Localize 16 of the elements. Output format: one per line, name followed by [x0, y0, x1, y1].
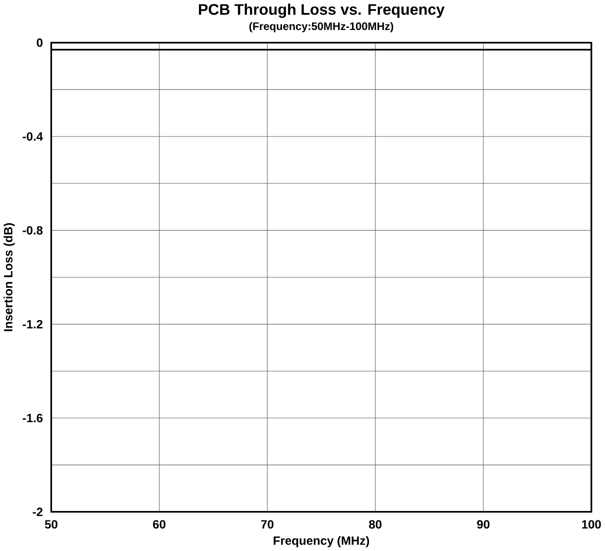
y-tick-label: 0 — [36, 38, 43, 47]
y-tick-label: -0.4 — [22, 132, 43, 141]
y-tick-label: -0.8 — [22, 226, 43, 235]
chart-title: PCB Through Loss vs. Frequency — [198, 4, 445, 18]
y-tick-label: -2 — [32, 508, 43, 516]
x-tick-label: 70 — [261, 520, 274, 529]
x-tick-label: 80 — [369, 520, 382, 529]
x-tick-label: 60 — [153, 520, 166, 529]
chart-subtitle: (Frequency:50MHz-100MHz) — [249, 22, 394, 32]
x-tick-label: 50 — [44, 520, 58, 529]
y-tick-label: -1.6 — [22, 414, 43, 422]
y-tick-label: -1.2 — [22, 320, 43, 328]
x-tick-label: 100 — [582, 520, 601, 529]
x-axis-title: Frequency (MHz) — [274, 536, 370, 548]
x-tick-label: 90 — [477, 520, 490, 529]
y-axis-title: Insertion Loss (dB) — [4, 223, 15, 332]
